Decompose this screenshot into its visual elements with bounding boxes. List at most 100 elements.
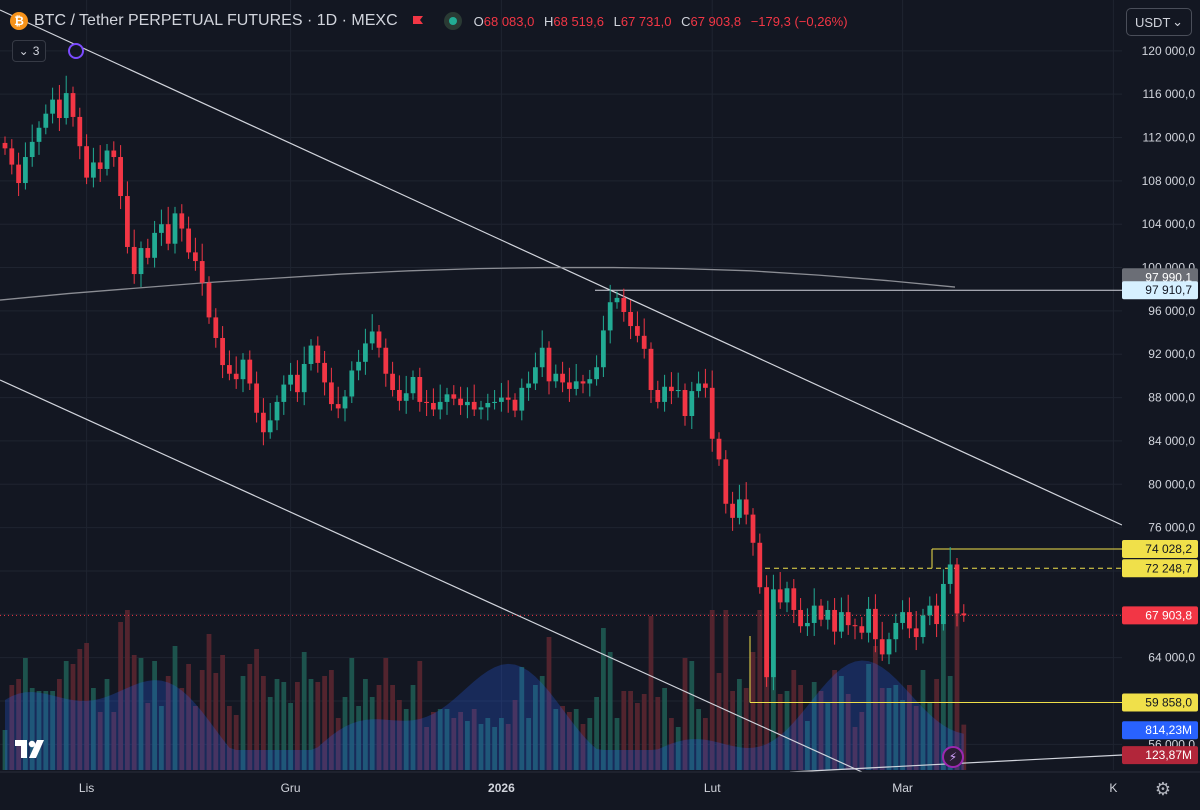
volume-bar: [743, 688, 749, 770]
candle-body: [186, 228, 191, 253]
volume-bar: [941, 619, 946, 770]
indicator-icon[interactable]: [68, 43, 84, 59]
candle-body: [818, 605, 824, 620]
volume-bar: [614, 718, 620, 770]
volume-bar: [220, 655, 225, 770]
range-mid-tag-box: [1122, 559, 1198, 578]
candle-body: [784, 588, 790, 603]
indicators-toggle-button[interactable]: ⌄ 3: [12, 40, 46, 62]
volume-bar: [512, 700, 518, 770]
volume-bar: [240, 676, 246, 770]
candle-body: [397, 389, 402, 401]
candle-body: [798, 609, 803, 627]
volume-bar: [431, 712, 436, 770]
volume-bar: [648, 616, 654, 770]
volume-bar: [716, 673, 722, 770]
candle-body: [451, 394, 457, 399]
candle-body: [791, 588, 797, 610]
ma-value-tag-label: 97 990,1: [1145, 270, 1192, 284]
candle-body: [349, 370, 355, 397]
volume-bar: [23, 658, 28, 770]
candle-body: [111, 150, 117, 158]
candle-body: [580, 381, 586, 384]
volume-bar: [70, 664, 76, 770]
volume-ma-area: [5, 660, 964, 770]
candle-body: [737, 499, 742, 518]
candle-body: [403, 393, 409, 401]
currency-select[interactable]: USDT ⌄: [1126, 8, 1192, 36]
candle-body: [675, 389, 681, 392]
volume-bar: [111, 712, 117, 770]
volume-bar: [478, 724, 484, 770]
last-price-tag-label: 67 903,8: [1145, 608, 1192, 622]
time-axis-background: [0, 772, 1200, 810]
lightning-icon[interactable]: ⚡: [942, 746, 964, 768]
candle-body: [118, 157, 123, 197]
volume-bar: [9, 685, 15, 770]
flag-icon[interactable]: [412, 15, 424, 27]
candle-body: [390, 373, 395, 390]
volume-bar: [879, 688, 885, 770]
time-axis[interactable]: Lis Gru 2026 Lut Mar K: [0, 771, 1200, 810]
candle-body: [91, 162, 96, 178]
candle-body: [927, 605, 933, 616]
candle-body: [267, 420, 273, 433]
candle-body: [920, 615, 926, 638]
market-status-icon[interactable]: [443, 12, 462, 30]
volume-bar: [886, 688, 892, 770]
volume-bar: [750, 652, 756, 770]
volume-bar: [172, 646, 178, 770]
candle-body: [363, 343, 368, 362]
time-tick-label: Lis: [79, 781, 94, 795]
candle-body: [254, 383, 259, 413]
candle-body: [757, 542, 763, 588]
symbol-title[interactable]: BTC / Tether PERPETUAL FUTURES · 1D · ME…: [34, 12, 398, 29]
candle-body: [709, 387, 715, 439]
volume-bar: [573, 709, 579, 770]
price-axis[interactable]: 120 000,0 116 000,0 112 000,0 108 000,0 104 …: [1122, 0, 1200, 772]
volume-bar: [390, 685, 395, 770]
volume-bar: [954, 610, 960, 770]
price-tick-label: 84 000,0: [1148, 434, 1195, 448]
candle-body: [322, 362, 327, 383]
volume-bar: [261, 676, 266, 770]
volume-bar: [322, 676, 327, 770]
volume-bar: [689, 661, 695, 770]
volume-bar: [784, 691, 790, 770]
candle-body: [97, 162, 103, 169]
candle-body: [288, 374, 293, 385]
volume-bar: [206, 634, 212, 770]
volume-bar: [186, 664, 191, 770]
candle-body: [879, 639, 885, 655]
volume-bar: [267, 697, 273, 770]
range-high-tag-box: [1122, 539, 1198, 558]
candle-body: [206, 282, 212, 318]
candle-body: [866, 608, 871, 633]
volume-bar: [777, 694, 783, 770]
volume-bar: [274, 679, 280, 770]
candle-body: [261, 412, 266, 433]
volume-bar: [247, 664, 253, 770]
candle-body: [172, 213, 178, 244]
candle-body: [458, 398, 463, 406]
time-tick-label: K: [1109, 781, 1117, 795]
volume-bar: [465, 721, 470, 770]
volume-bar: [104, 679, 110, 770]
candle-body: [159, 224, 164, 233]
volume-bar: [533, 685, 538, 770]
volume-bar: [682, 658, 688, 770]
candle-body: [444, 394, 450, 402]
volume-bar: [567, 712, 572, 770]
tradingview-logo-icon[interactable]: [13, 738, 53, 760]
drawings[interactable]: [0, 9, 1123, 773]
symbol-legend[interactable]: ₿ BTC / Tether PERPETUAL FUTURES · 1D · …: [10, 8, 854, 34]
candle-body: [689, 391, 695, 417]
volume-bar: [539, 676, 545, 770]
volume-bar: [798, 685, 803, 770]
last-price-tag: 67 903,8: [1122, 606, 1198, 625]
volume-bar: [662, 688, 667, 770]
settings-gear-icon[interactable]: ⚙: [1154, 778, 1172, 799]
candle-body: [410, 376, 416, 394]
candle-body: [655, 389, 661, 402]
